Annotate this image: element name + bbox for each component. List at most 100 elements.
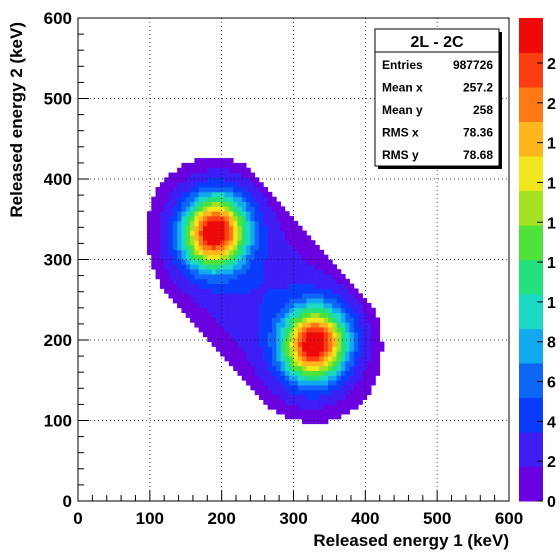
heatmap-cell [233,196,238,202]
heatmap-cell [259,317,264,323]
heatmap-cell [246,341,251,347]
heatmap-cell [340,322,346,328]
heatmap-cell [332,317,337,323]
heatmap-cell [293,365,299,371]
heatmap-cell [215,283,221,289]
heatmap-cell [198,317,204,323]
heatmap-cell [293,225,299,231]
heatmap-cell [310,375,316,381]
heatmap-cell [220,331,225,338]
heatmap-cell [271,249,277,256]
heatmap-cell [224,245,230,251]
heatmap-cell [345,317,350,323]
heatmap-cell [319,375,325,381]
heatmap-cell [263,399,269,405]
heatmap-cell [237,293,243,299]
heatmap-cell [353,394,359,400]
heatmap-cell [207,211,213,217]
heatmap-cell [340,346,346,352]
heatmap-cell [202,235,208,241]
color-scale-label: 1 [547,175,556,192]
heatmap-cell [332,399,337,405]
heatmap-cell [207,225,213,231]
heatmap-cell [315,389,320,396]
heatmap-cell [151,254,156,260]
heatmap-cell [293,273,299,280]
heatmap-cell [177,201,182,207]
heatmap-cell [280,288,286,294]
heatmap-cell [289,264,294,270]
heatmap-cell [306,245,312,251]
heatmap-cell [353,298,359,304]
heatmap-cell [271,293,277,299]
heatmap-cell [306,307,312,314]
heatmap-cell [168,264,174,270]
heatmap-cell [254,356,260,362]
color-scale-segment [519,328,543,364]
heatmap-cell [315,317,320,323]
heatmap-cell [177,254,182,260]
heatmap-cell [315,249,320,256]
heatmap-cell [246,380,251,386]
heatmap-cell [293,302,299,309]
heatmap-cell [172,225,178,231]
heatmap-cell [371,370,376,376]
heatmap-cell [327,404,333,410]
heatmap-cell [306,414,312,420]
heatmap-cell [276,346,281,352]
heatmap-cell [228,216,234,222]
heatmap-cell [319,312,325,318]
heatmap-cell [159,206,165,212]
heatmap-cell [366,356,372,362]
heatmap-cell [271,307,277,314]
heatmap-cell [289,365,294,371]
heatmap-cell [340,389,346,396]
heatmap-cell [224,356,230,362]
heatmap-cell [289,351,294,357]
heatmap-cell [319,351,325,357]
heatmap-cell [276,399,281,405]
heatmap-cell [207,201,213,207]
heatmap-cell [271,196,277,202]
heatmap-cell [172,240,178,246]
heatmap-cell [371,312,376,318]
heatmap-cell [371,351,376,357]
heatmap-cell [228,162,234,169]
heatmap-cell [211,259,217,265]
heatmap-cell [254,375,260,381]
heatmap-cell [202,331,208,338]
heatmap-cell [332,288,337,294]
heatmap-cell [211,172,217,178]
heatmap-cell [332,394,337,400]
heatmap-cell [345,351,350,357]
heatmap-cell [297,360,303,367]
heatmap-cell [190,172,195,178]
heatmap-cell [293,317,299,323]
heatmap-cell [181,240,187,246]
heatmap-cell [215,235,221,241]
heatmap-cell [202,240,208,246]
heatmap-cell [250,191,256,198]
heatmap-cell [181,298,187,304]
heatmap-cell [146,211,152,217]
heatmap-cell [306,288,312,294]
heatmap-cell [220,259,225,265]
heatmap-cell [220,182,225,188]
heatmap-cell [276,225,281,231]
heatmap-cell [267,322,273,328]
heatmap-cell [297,259,303,265]
heatmap-cell [280,370,286,376]
heatmap-cell [237,162,243,169]
heatmap-cell [289,259,294,265]
heatmap-cell [228,230,234,236]
heatmap-cell [246,365,251,371]
heatmap-cell [323,259,329,265]
heatmap-cell [319,264,325,270]
heatmap-cell [259,191,264,198]
heatmap-cell [319,283,325,289]
heatmap-cell [211,182,217,188]
heatmap-cell [362,312,368,318]
heatmap-cell [168,273,174,280]
heatmap-cell [323,389,329,396]
heatmap-cell [250,298,256,304]
